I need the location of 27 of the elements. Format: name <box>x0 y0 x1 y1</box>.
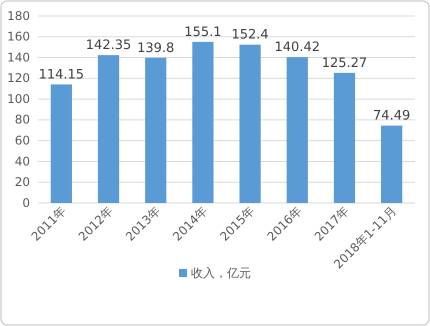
y-tick-label: 160 <box>7 30 30 44</box>
y-tick-label: 180 <box>7 8 30 23</box>
y-tick-label: 120 <box>7 71 30 86</box>
data-label: 125.27 <box>322 56 368 71</box>
bar <box>239 44 261 203</box>
y-tick-label: 140 <box>7 50 30 64</box>
data-label: 74.49 <box>373 108 410 124</box>
y-tick-label: 0 <box>22 196 30 210</box>
y-tick-label: 60 <box>14 134 30 148</box>
y-tick-label: 20 <box>14 175 30 190</box>
bar <box>192 42 214 203</box>
y-tick-label: 40 <box>14 154 30 168</box>
y-tick-label: 100 <box>7 92 30 106</box>
data-label: 142.35 <box>86 38 132 54</box>
bar <box>98 55 120 203</box>
data-label: 152.4 <box>231 28 269 43</box>
bar <box>286 57 308 203</box>
legend-label: 收入，亿元 <box>191 266 251 280</box>
bar <box>145 58 166 203</box>
bar <box>334 72 356 203</box>
y-tick-label: 80 <box>14 112 30 127</box>
data-label: 139.8 <box>137 40 174 56</box>
data-label: 114.15 <box>38 67 84 82</box>
bar <box>50 84 72 203</box>
data-label: 140.42 <box>274 40 320 56</box>
data-label: 155.1 <box>184 24 222 40</box>
bar <box>381 126 402 203</box>
